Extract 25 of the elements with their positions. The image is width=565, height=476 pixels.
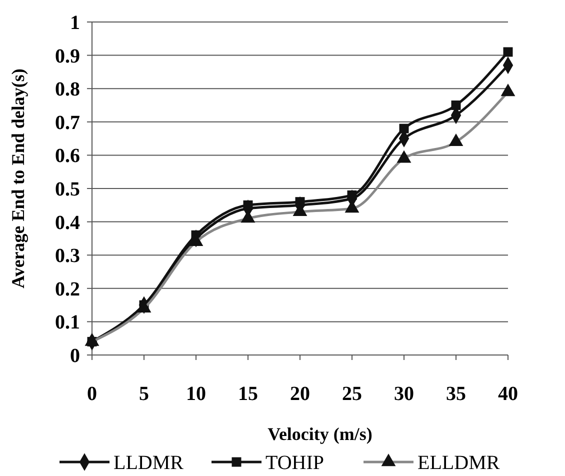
y-tick-label: 0 [70,345,80,367]
y-tick-label: 0.9 [55,45,80,68]
y-tick-label: 0.5 [55,178,80,200]
y-tick-label: 0.1 [55,312,80,334]
y-tick-label: 0.3 [55,245,80,268]
y-tick-label: 1 [70,12,80,34]
y-tick-label: 0.2 [55,278,80,300]
x-tick-label: 25 [342,383,362,405]
x-tick-label: 40 [498,383,518,405]
legend-label: TOHIP [266,452,324,474]
x-tick-label: 35 [446,383,466,405]
x-tick-label: 10 [186,383,206,405]
y-tick-label: 0.4 [55,212,80,234]
y-tick-label: 0.6 [55,145,80,168]
y-tick-label: 0.7 [55,112,80,134]
x-tick-label: 15 [238,383,258,405]
legend-label: LLDMR [114,452,184,474]
y-axis-title: Average End to End delay(s) [8,68,28,288]
x-axis-title: Velocity (m/s) [268,424,372,444]
x-tick-label: 0 [87,383,97,405]
y-tick-label: 0.8 [55,78,80,101]
x-tick-label: 5 [139,383,149,405]
legend-label: ELLDMR [418,452,500,474]
x-tick-label: 30 [394,383,414,405]
x-tick-label: 20 [290,383,310,405]
